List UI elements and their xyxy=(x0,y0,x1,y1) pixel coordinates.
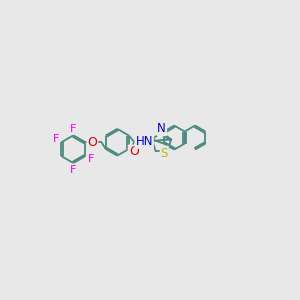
Text: S: S xyxy=(160,147,168,160)
Text: F: F xyxy=(52,134,59,144)
Text: F: F xyxy=(70,124,76,134)
Text: HN: HN xyxy=(135,135,153,148)
Text: O: O xyxy=(129,146,139,158)
Text: F: F xyxy=(70,164,76,175)
Text: F: F xyxy=(88,154,94,164)
Text: N: N xyxy=(158,122,166,135)
Text: O: O xyxy=(87,136,97,149)
